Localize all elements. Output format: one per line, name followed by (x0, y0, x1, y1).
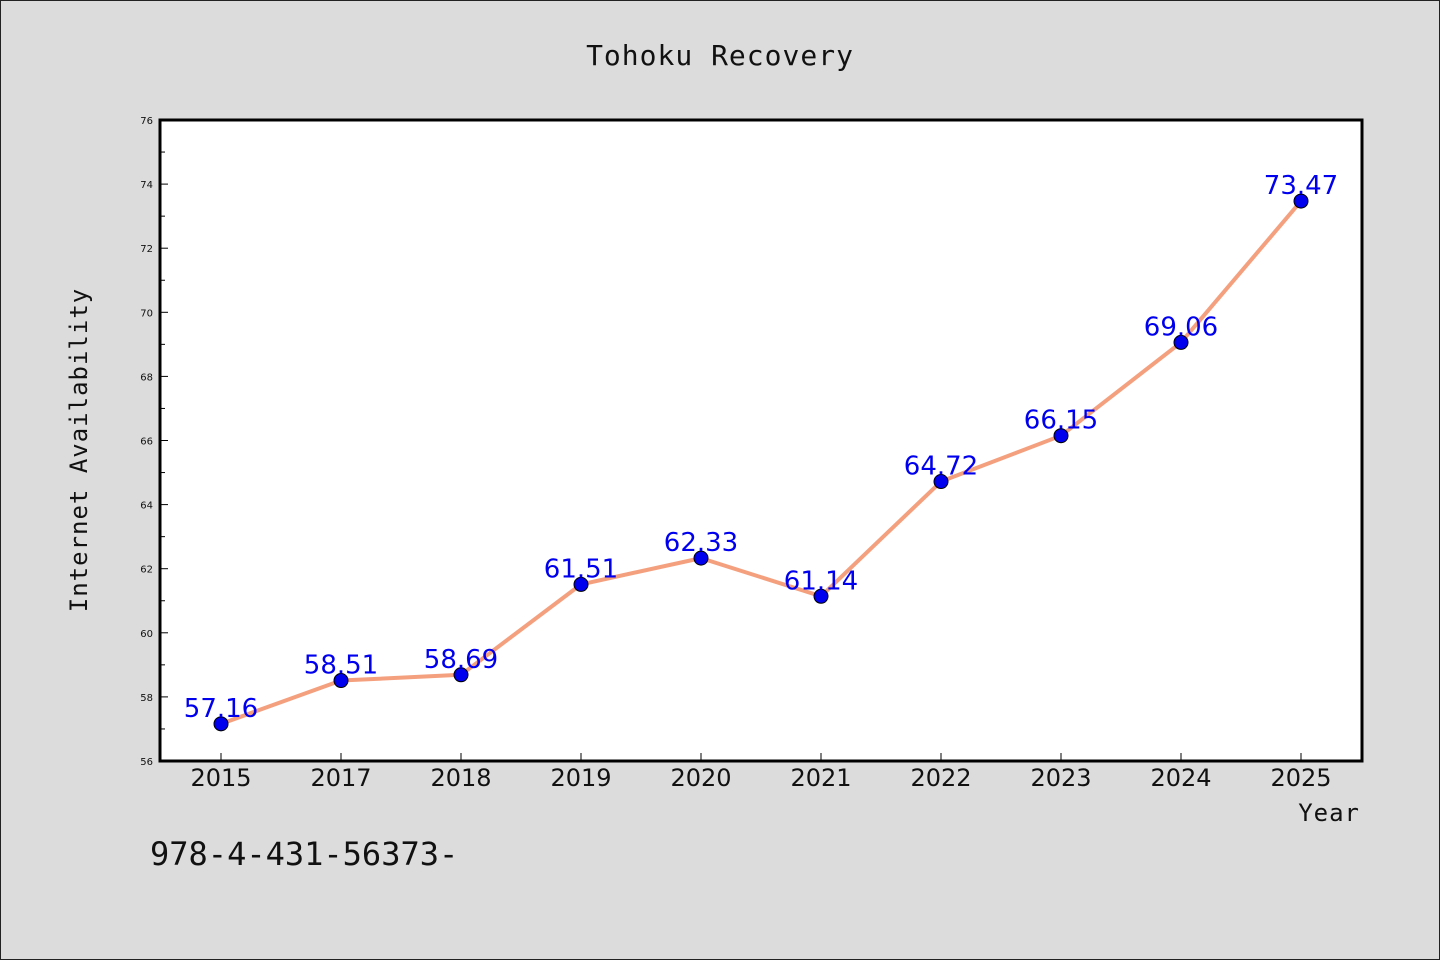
data-point (693, 550, 709, 566)
x-tick-label: 2020 (670, 764, 731, 792)
y-axis-label: Internet Availability (65, 288, 93, 612)
chart-title: Tohoku Recovery (586, 39, 854, 72)
series-layer: 57.16 58.51 58.69 61.51 62.33 61.14 64.72 66.15… (184, 171, 1338, 732)
data-point (1293, 193, 1309, 209)
series-line (220, 199, 1303, 726)
footer-isbn-text: 978-4-431-56373- (150, 835, 458, 873)
plot-area (158, 118, 1364, 763)
x-tick-label: 2019 (550, 764, 611, 792)
data-label: 61.51 (544, 554, 618, 584)
x-tick-label: 2018 (430, 764, 491, 792)
data-label: 64.72 (904, 452, 978, 482)
data-point (213, 716, 229, 732)
y-tick-label: 56 (140, 757, 153, 768)
x-tick-label: 2021 (790, 764, 851, 792)
data-label: 58.69 (424, 645, 498, 675)
x-tick-label: 2017 (310, 764, 371, 792)
data-label: 66.15 (1024, 406, 1098, 436)
y-tick-label: 76 (140, 116, 153, 127)
data-label: 69.06 (1144, 312, 1218, 342)
y-tick-label: 62 (140, 565, 153, 576)
x-tick-label: 2023 (1030, 764, 1091, 792)
x-tick-label: 2024 (1150, 764, 1211, 792)
x-axis-label: Year (1298, 799, 1360, 827)
data-point (453, 667, 469, 683)
data-point (1053, 428, 1069, 444)
data-point (933, 474, 949, 490)
y-tick-label: 64 (140, 501, 153, 512)
data-point (1173, 334, 1189, 350)
data-label: 58.51 (304, 651, 378, 681)
data-label: 57.16 (184, 694, 258, 724)
data-label: 73.47 (1264, 171, 1338, 201)
y-tick-label: 70 (140, 308, 153, 319)
y-tick-label: 68 (140, 372, 153, 383)
y-tick-label: 58 (140, 693, 153, 704)
data-point (333, 673, 349, 689)
x-tick-label: 2022 (910, 764, 971, 792)
y-axis: 56 58 60 62 64 66 68 70 72 74 76 (140, 116, 168, 768)
data-label: 62.33 (664, 528, 738, 558)
data-point (813, 588, 829, 604)
y-tick-label: 60 (140, 629, 153, 640)
y-tick-label: 72 (140, 244, 153, 255)
y-tick-label: 74 (140, 180, 153, 191)
data-label: 61.14 (784, 566, 858, 596)
x-tick-label: 2015 (190, 764, 251, 792)
x-axis: 2015 2017 2018 2019 2020 2021 2022 2023 2024 2025 (190, 753, 1332, 792)
data-point (573, 576, 589, 592)
x-tick-label: 2025 (1270, 764, 1331, 792)
y-tick-label: 66 (140, 437, 153, 448)
